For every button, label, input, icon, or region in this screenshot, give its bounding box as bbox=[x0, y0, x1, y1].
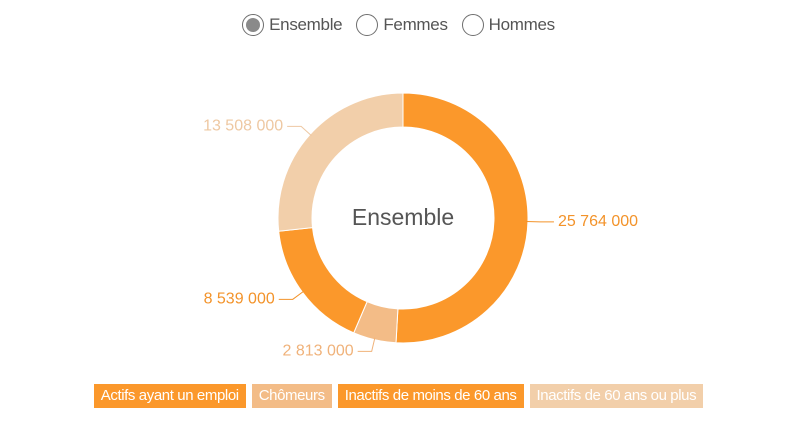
population-selector: Ensemble Femmes Hommes bbox=[0, 14, 797, 36]
radio-hommes[interactable]: Hommes bbox=[461, 14, 556, 36]
legend-item-inactifs-60-plus[interactable]: Inactifs de 60 ans ou plus bbox=[529, 384, 704, 408]
chart-center-title: Ensemble bbox=[352, 204, 454, 230]
legend-item-chomeurs[interactable]: Chômeurs bbox=[251, 384, 332, 408]
slice-actifs-emploi[interactable] bbox=[395, 92, 529, 344]
chart-legend: Actifs ayant un emploi Chômeurs Inactifs… bbox=[0, 384, 797, 408]
leader-line bbox=[278, 290, 305, 300]
radio-label-hommes: Hommes bbox=[488, 15, 556, 34]
slice-value-labels: 25 764 000 2 813 000 8 539 000 13 508 000 bbox=[203, 118, 638, 360]
value-label-inactifs-60-plus: 13 508 000 bbox=[203, 118, 283, 135]
slice-leader-lines bbox=[278, 125, 554, 352]
radio-circle-femmes[interactable] bbox=[356, 14, 379, 36]
radio-circle-ensemble[interactable] bbox=[242, 14, 265, 36]
slice-inactifs-moins-60[interactable] bbox=[278, 227, 368, 334]
radio-label-femmes: Femmes bbox=[383, 15, 448, 34]
donut-slices bbox=[277, 92, 529, 344]
radio-femmes[interactable]: Femmes bbox=[356, 14, 448, 36]
value-label-inactifs-moins-60: 8 539 000 bbox=[204, 291, 275, 308]
legend-item-inactifs-moins-60[interactable]: Inactifs de moins de 60 ans bbox=[337, 384, 524, 408]
value-label-actifs-emploi: 25 764 000 bbox=[558, 213, 638, 230]
leader-line bbox=[287, 125, 312, 137]
legend-item-actifs-emploi[interactable]: Actifs ayant un emploi bbox=[93, 384, 246, 408]
leader-line bbox=[357, 337, 376, 352]
radio-ensemble[interactable]: Ensemble bbox=[242, 14, 343, 36]
value-label-chomeurs: 2 813 000 bbox=[282, 343, 353, 360]
donut-chart: 25 764 000 2 813 000 8 539 000 13 508 000 E… bbox=[203, 92, 638, 360]
slice-inactifs-60-plus[interactable] bbox=[277, 92, 404, 232]
radio-circle-hommes[interactable] bbox=[461, 14, 484, 36]
radio-dot-selected bbox=[246, 18, 261, 32]
radio-label-ensemble: Ensemble bbox=[269, 15, 343, 34]
